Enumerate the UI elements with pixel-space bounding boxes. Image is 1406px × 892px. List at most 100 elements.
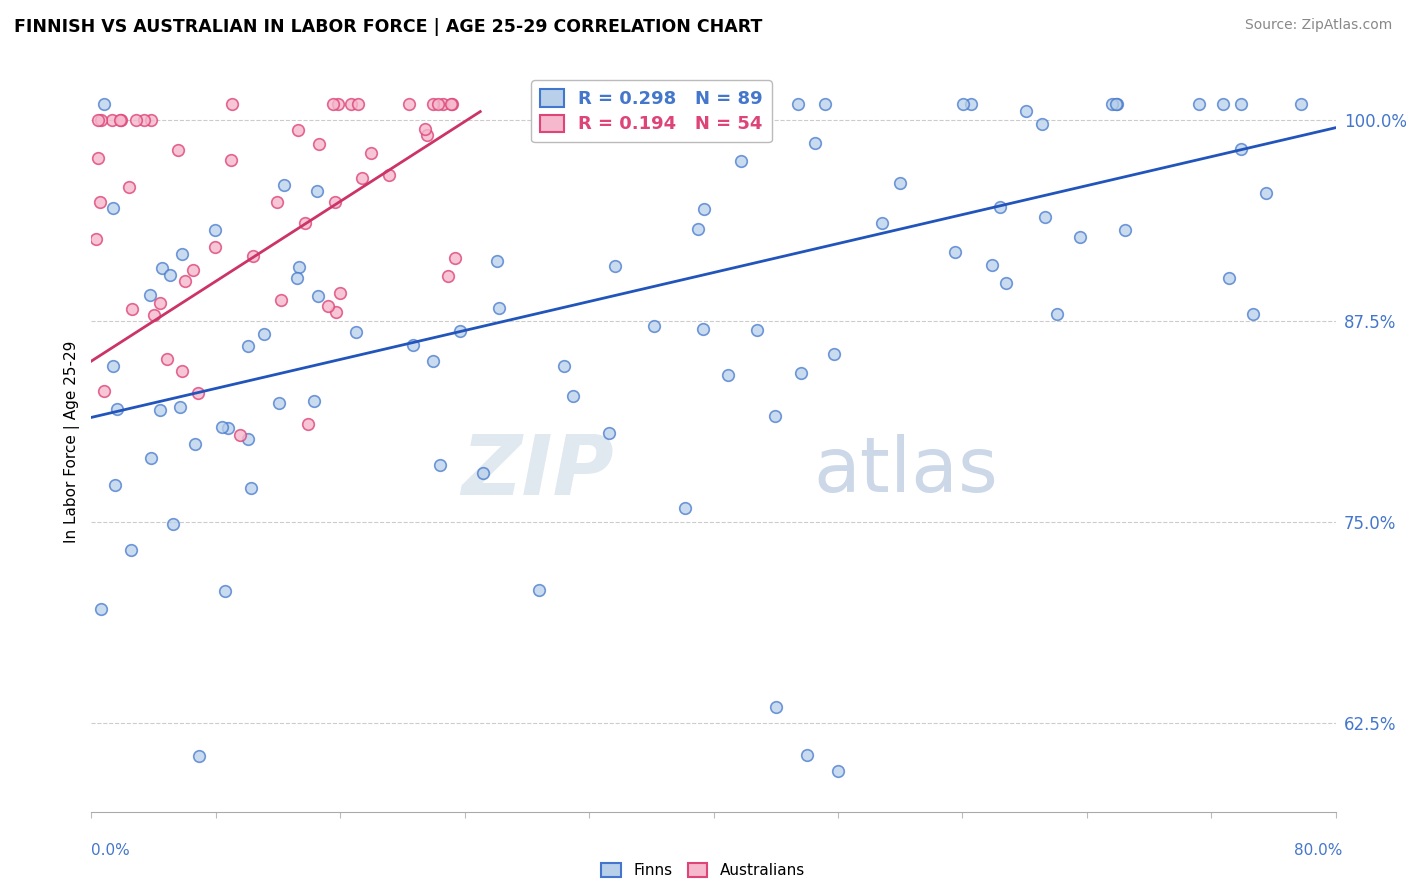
Text: FINNISH VS AUSTRALIAN IN LABOR FORCE | AGE 25-29 CORRELATION CHART: FINNISH VS AUSTRALIAN IN LABOR FORCE | A…: [14, 18, 762, 36]
Point: [803, 136, 825, 151]
Point: [1031, 117, 1053, 131]
Point: [553, 359, 575, 374]
Point: [316, 299, 339, 313]
Point: [105, 401, 128, 416]
Point: [432, 96, 454, 111]
Point: [93, 96, 115, 111]
Point: [529, 582, 551, 597]
Point: [347, 96, 370, 111]
Point: [156, 352, 179, 367]
Point: [325, 305, 347, 319]
Point: [253, 327, 276, 342]
Point: [377, 168, 399, 182]
Point: [166, 143, 188, 157]
Point: [441, 96, 464, 111]
Point: [472, 466, 495, 480]
Point: [236, 432, 259, 446]
Point: [1105, 96, 1128, 111]
Point: [322, 96, 344, 111]
Point: [730, 154, 752, 169]
Point: [307, 289, 329, 303]
Point: [561, 388, 583, 402]
Point: [692, 322, 714, 336]
Point: [211, 420, 233, 434]
Point: [308, 137, 330, 152]
Point: [297, 417, 319, 431]
Point: [1230, 142, 1253, 156]
Point: [1188, 96, 1211, 111]
Point: [173, 274, 195, 288]
Point: [436, 268, 458, 283]
Point: [238, 339, 260, 353]
Point: [952, 96, 974, 111]
Point: [287, 123, 309, 137]
Point: [1218, 270, 1240, 285]
Point: [787, 96, 810, 111]
Point: [172, 246, 194, 260]
Point: [104, 478, 127, 492]
Point: [143, 308, 166, 322]
Point: [790, 366, 813, 380]
Point: [89, 194, 111, 209]
Legend: Finns, Australians: Finns, Australians: [595, 856, 811, 884]
Point: [422, 353, 444, 368]
Point: [242, 249, 264, 263]
Point: [184, 436, 207, 450]
Point: [108, 112, 131, 127]
Point: [546, 110, 568, 124]
Point: [101, 201, 124, 215]
Point: [159, 268, 181, 283]
Point: [360, 145, 382, 160]
Point: [1256, 186, 1278, 200]
Text: atlas: atlas: [813, 434, 998, 508]
Point: [266, 194, 288, 209]
Point: [443, 251, 465, 265]
Point: [872, 216, 894, 230]
Point: [273, 178, 295, 192]
Point: [827, 764, 849, 779]
Point: [693, 202, 716, 217]
Point: [150, 260, 173, 275]
Point: [960, 96, 983, 111]
Point: [1107, 96, 1129, 111]
Point: [120, 543, 142, 558]
Point: [813, 96, 835, 111]
Point: [214, 583, 236, 598]
Point: [134, 112, 156, 127]
Point: [323, 195, 346, 210]
Point: [1289, 96, 1312, 111]
Point: [181, 263, 204, 277]
Point: [288, 260, 311, 275]
Point: [329, 285, 352, 300]
Point: [1015, 103, 1038, 118]
Point: [270, 293, 292, 307]
Point: [121, 301, 143, 316]
Point: [1241, 307, 1264, 321]
Point: [169, 400, 191, 414]
Point: [747, 323, 769, 337]
Point: [1229, 96, 1251, 111]
Point: [344, 325, 367, 339]
Point: [440, 96, 463, 111]
Point: [943, 244, 966, 259]
Point: [889, 176, 911, 190]
Point: [1033, 211, 1056, 225]
Point: [141, 112, 163, 127]
Point: [1212, 96, 1234, 111]
Point: [229, 427, 252, 442]
Point: [350, 171, 373, 186]
Point: [765, 700, 787, 714]
Point: [422, 96, 444, 111]
Point: [217, 421, 239, 435]
Point: [86, 112, 108, 127]
Point: [994, 276, 1017, 290]
Point: [1069, 230, 1091, 244]
Point: [139, 451, 162, 466]
Point: [90, 112, 112, 127]
Point: [93, 384, 115, 398]
Point: [90, 602, 112, 616]
Point: [823, 347, 845, 361]
Legend: R = 0.298   N = 89, R = 0.194   N = 54: R = 0.298 N = 89, R = 0.194 N = 54: [531, 80, 772, 143]
Point: [402, 338, 425, 352]
Point: [673, 501, 696, 516]
